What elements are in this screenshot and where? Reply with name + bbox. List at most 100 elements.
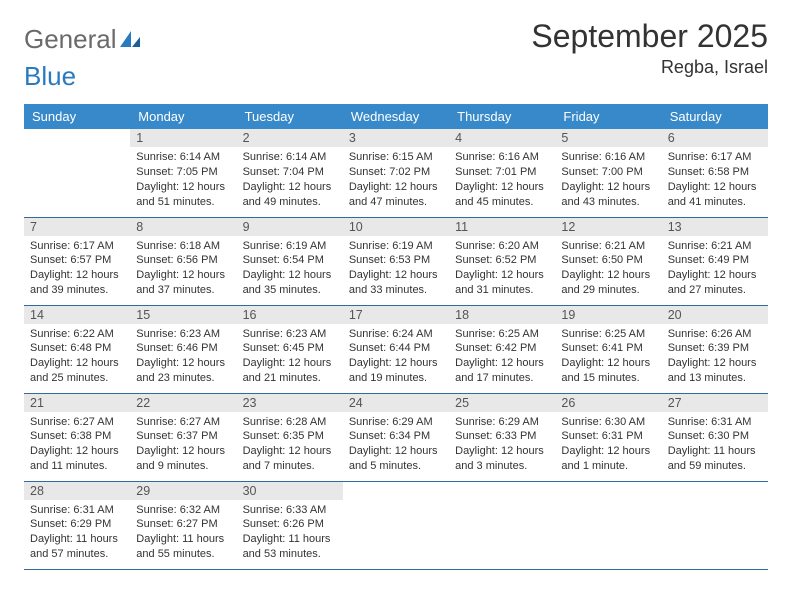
- day-number: 25: [449, 394, 555, 412]
- day-number: 18: [449, 306, 555, 324]
- day-number: 26: [555, 394, 661, 412]
- calendar-cell: 1Sunrise: 6:14 AMSunset: 7:05 PMDaylight…: [130, 129, 236, 217]
- calendar-cell: [662, 481, 768, 569]
- calendar-cell: [449, 481, 555, 569]
- weekday-header: Tuesday: [237, 104, 343, 129]
- calendar-cell: 15Sunrise: 6:23 AMSunset: 6:46 PMDayligh…: [130, 305, 236, 393]
- day-info: Sunrise: 6:21 AMSunset: 6:49 PMDaylight:…: [662, 236, 768, 300]
- day-info: Sunrise: 6:17 AMSunset: 6:58 PMDaylight:…: [662, 147, 768, 211]
- day-info: Sunrise: 6:24 AMSunset: 6:44 PMDaylight:…: [343, 324, 449, 388]
- day-number: 11: [449, 218, 555, 236]
- day-number: 28: [24, 482, 130, 500]
- day-info: Sunrise: 6:19 AMSunset: 6:54 PMDaylight:…: [237, 236, 343, 300]
- calendar-cell: 21Sunrise: 6:27 AMSunset: 6:38 PMDayligh…: [24, 393, 130, 481]
- calendar-cell: 5Sunrise: 6:16 AMSunset: 7:00 PMDaylight…: [555, 129, 661, 217]
- day-info: Sunrise: 6:32 AMSunset: 6:27 PMDaylight:…: [130, 500, 236, 564]
- calendar-cell: 24Sunrise: 6:29 AMSunset: 6:34 PMDayligh…: [343, 393, 449, 481]
- day-info: Sunrise: 6:22 AMSunset: 6:48 PMDaylight:…: [24, 324, 130, 388]
- day-number: 10: [343, 218, 449, 236]
- calendar-cell: 27Sunrise: 6:31 AMSunset: 6:30 PMDayligh…: [662, 393, 768, 481]
- calendar-cell: 13Sunrise: 6:21 AMSunset: 6:49 PMDayligh…: [662, 217, 768, 305]
- day-info: Sunrise: 6:33 AMSunset: 6:26 PMDaylight:…: [237, 500, 343, 564]
- weekday-header: Saturday: [662, 104, 768, 129]
- calendar-cell: 30Sunrise: 6:33 AMSunset: 6:26 PMDayligh…: [237, 481, 343, 569]
- day-info: Sunrise: 6:15 AMSunset: 7:02 PMDaylight:…: [343, 147, 449, 211]
- calendar-week-row: 21Sunrise: 6:27 AMSunset: 6:38 PMDayligh…: [24, 393, 768, 481]
- calendar-cell: 28Sunrise: 6:31 AMSunset: 6:29 PMDayligh…: [24, 481, 130, 569]
- calendar-week-row: 28Sunrise: 6:31 AMSunset: 6:29 PMDayligh…: [24, 481, 768, 569]
- day-info: Sunrise: 6:23 AMSunset: 6:45 PMDaylight:…: [237, 324, 343, 388]
- weekday-header: Sunday: [24, 104, 130, 129]
- calendar-cell: 18Sunrise: 6:25 AMSunset: 6:42 PMDayligh…: [449, 305, 555, 393]
- day-info: Sunrise: 6:23 AMSunset: 6:46 PMDaylight:…: [130, 324, 236, 388]
- calendar-week-row: 1Sunrise: 6:14 AMSunset: 7:05 PMDaylight…: [24, 129, 768, 217]
- calendar-cell: 29Sunrise: 6:32 AMSunset: 6:27 PMDayligh…: [130, 481, 236, 569]
- calendar-table: SundayMondayTuesdayWednesdayThursdayFrid…: [24, 104, 768, 570]
- calendar-cell: 11Sunrise: 6:20 AMSunset: 6:52 PMDayligh…: [449, 217, 555, 305]
- day-info: Sunrise: 6:20 AMSunset: 6:52 PMDaylight:…: [449, 236, 555, 300]
- day-number: 17: [343, 306, 449, 324]
- logo-text-general: General: [24, 24, 117, 54]
- day-info: Sunrise: 6:16 AMSunset: 7:00 PMDaylight:…: [555, 147, 661, 211]
- day-number: 29: [130, 482, 236, 500]
- day-number: 16: [237, 306, 343, 324]
- day-info: Sunrise: 6:21 AMSunset: 6:50 PMDaylight:…: [555, 236, 661, 300]
- day-info: Sunrise: 6:31 AMSunset: 6:30 PMDaylight:…: [662, 412, 768, 476]
- calendar-cell: 6Sunrise: 6:17 AMSunset: 6:58 PMDaylight…: [662, 129, 768, 217]
- weekday-header-row: SundayMondayTuesdayWednesdayThursdayFrid…: [24, 104, 768, 129]
- day-number: 2: [237, 129, 343, 147]
- day-number: 19: [555, 306, 661, 324]
- day-number: 30: [237, 482, 343, 500]
- logo-text-blue: Blue: [24, 61, 76, 91]
- calendar-cell: 14Sunrise: 6:22 AMSunset: 6:48 PMDayligh…: [24, 305, 130, 393]
- calendar-cell: [555, 481, 661, 569]
- calendar-week-row: 7Sunrise: 6:17 AMSunset: 6:57 PMDaylight…: [24, 217, 768, 305]
- day-info: Sunrise: 6:29 AMSunset: 6:33 PMDaylight:…: [449, 412, 555, 476]
- calendar-cell: 4Sunrise: 6:16 AMSunset: 7:01 PMDaylight…: [449, 129, 555, 217]
- calendar-week-row: 14Sunrise: 6:22 AMSunset: 6:48 PMDayligh…: [24, 305, 768, 393]
- title-block: September 2025 Regba, Israel: [531, 18, 768, 78]
- calendar-cell: 2Sunrise: 6:14 AMSunset: 7:04 PMDaylight…: [237, 129, 343, 217]
- calendar-cell: 22Sunrise: 6:27 AMSunset: 6:37 PMDayligh…: [130, 393, 236, 481]
- day-number: 15: [130, 306, 236, 324]
- day-info: Sunrise: 6:14 AMSunset: 7:05 PMDaylight:…: [130, 147, 236, 211]
- calendar-cell: 7Sunrise: 6:17 AMSunset: 6:57 PMDaylight…: [24, 217, 130, 305]
- day-number: 4: [449, 129, 555, 147]
- calendar-cell: 23Sunrise: 6:28 AMSunset: 6:35 PMDayligh…: [237, 393, 343, 481]
- day-info: Sunrise: 6:26 AMSunset: 6:39 PMDaylight:…: [662, 324, 768, 388]
- day-number: 5: [555, 129, 661, 147]
- day-info: Sunrise: 6:28 AMSunset: 6:35 PMDaylight:…: [237, 412, 343, 476]
- weekday-header: Wednesday: [343, 104, 449, 129]
- day-number: 3: [343, 129, 449, 147]
- day-number: 6: [662, 129, 768, 147]
- weekday-header: Monday: [130, 104, 236, 129]
- day-info: Sunrise: 6:31 AMSunset: 6:29 PMDaylight:…: [24, 500, 130, 564]
- header: General Blue September 2025 Regba, Israe…: [24, 18, 768, 92]
- calendar-cell: 25Sunrise: 6:29 AMSunset: 6:33 PMDayligh…: [449, 393, 555, 481]
- day-number: 7: [24, 218, 130, 236]
- day-number: 9: [237, 218, 343, 236]
- weekday-header: Friday: [555, 104, 661, 129]
- day-info: Sunrise: 6:27 AMSunset: 6:38 PMDaylight:…: [24, 412, 130, 476]
- day-info: Sunrise: 6:19 AMSunset: 6:53 PMDaylight:…: [343, 236, 449, 300]
- day-info: Sunrise: 6:25 AMSunset: 6:41 PMDaylight:…: [555, 324, 661, 388]
- calendar-cell: [24, 129, 130, 217]
- calendar-cell: 17Sunrise: 6:24 AMSunset: 6:44 PMDayligh…: [343, 305, 449, 393]
- calendar-cell: [343, 481, 449, 569]
- calendar-cell: 12Sunrise: 6:21 AMSunset: 6:50 PMDayligh…: [555, 217, 661, 305]
- calendar-cell: 8Sunrise: 6:18 AMSunset: 6:56 PMDaylight…: [130, 217, 236, 305]
- calendar-cell: 19Sunrise: 6:25 AMSunset: 6:41 PMDayligh…: [555, 305, 661, 393]
- calendar-cell: 16Sunrise: 6:23 AMSunset: 6:45 PMDayligh…: [237, 305, 343, 393]
- day-number: 20: [662, 306, 768, 324]
- calendar-cell: 20Sunrise: 6:26 AMSunset: 6:39 PMDayligh…: [662, 305, 768, 393]
- day-info: Sunrise: 6:14 AMSunset: 7:04 PMDaylight:…: [237, 147, 343, 211]
- weekday-header: Thursday: [449, 104, 555, 129]
- day-info: Sunrise: 6:30 AMSunset: 6:31 PMDaylight:…: [555, 412, 661, 476]
- day-number: 23: [237, 394, 343, 412]
- calendar-cell: 10Sunrise: 6:19 AMSunset: 6:53 PMDayligh…: [343, 217, 449, 305]
- day-number: 13: [662, 218, 768, 236]
- logo: General Blue: [24, 24, 141, 92]
- month-title: September 2025: [531, 18, 768, 55]
- location: Regba, Israel: [531, 57, 768, 78]
- day-number: 21: [24, 394, 130, 412]
